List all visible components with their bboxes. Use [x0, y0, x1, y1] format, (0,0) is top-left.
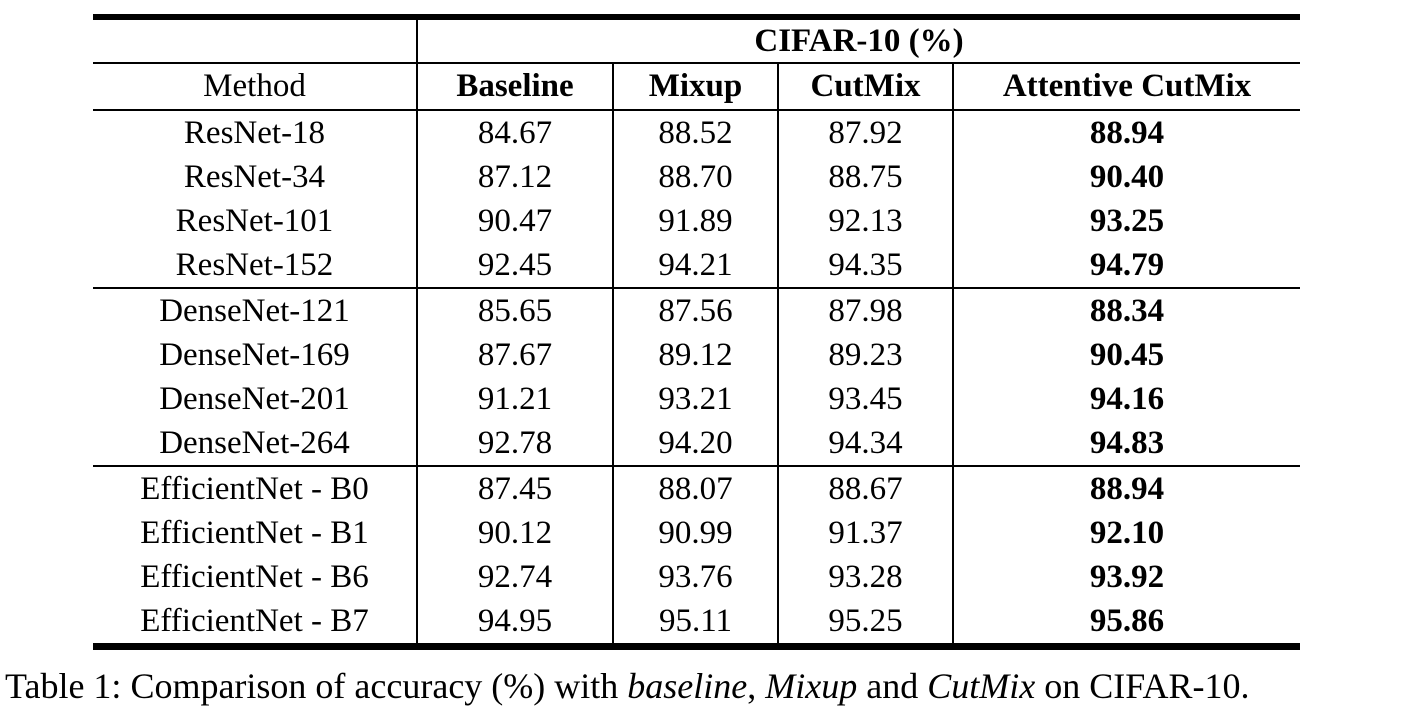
- mixup-cell: 94.20: [612, 421, 778, 467]
- attentive-cutmix-cell: 94.16: [951, 377, 1301, 421]
- mixup-cell: 91.89: [612, 199, 778, 243]
- baseline-cell: 92.74: [416, 555, 613, 599]
- method-cell: DenseNet-121: [159, 292, 350, 329]
- cutmix-cell: 87.98: [777, 288, 953, 333]
- col-header-baseline: Baseline: [416, 63, 613, 111]
- attentive-cutmix-cell: 90.45: [951, 333, 1301, 377]
- table-row: EfficientNet - B6 92.74 93.76 93.28 93.9…: [93, 555, 1301, 599]
- mixup-cell: 93.76: [612, 555, 778, 599]
- corner-cell: [93, 17, 417, 64]
- mixup-cell: 94.21: [612, 243, 778, 289]
- baseline-cell: 92.78: [416, 421, 613, 467]
- mixup-cell: 87.56: [612, 288, 778, 333]
- column-header-row: Method Baseline Mixup CutMix Attentive C…: [93, 63, 1301, 111]
- method-cell: EfficientNet - B7: [140, 602, 369, 639]
- accuracy-comparison-table: CIFAR-10 (%) Method Baseline Mixup CutMi…: [93, 14, 1301, 650]
- mixup-cell: 88.07: [612, 466, 778, 511]
- baseline-cell: 87.12: [416, 155, 613, 199]
- attentive-cutmix-cell: 88.34: [951, 288, 1301, 333]
- table-row: EfficientNet - B1 90.12 90.99 91.37 92.1…: [93, 511, 1301, 555]
- table-row: ResNet-101 90.47 91.89 92.13 93.25: [93, 199, 1301, 243]
- table-row: DenseNet-201 91.21 93.21 93.45 94.16: [93, 377, 1301, 421]
- method-cell: EfficientNet - B0: [140, 470, 369, 507]
- attentive-cutmix-cell: 95.86: [951, 599, 1301, 647]
- col-header-cutmix: CutMix: [777, 63, 953, 111]
- table-caption: Table 1: Comparison of accuracy (%) with…: [5, 664, 1423, 709]
- mixup-cell: 93.21: [612, 377, 778, 421]
- cutmix-cell: 95.25: [777, 599, 953, 647]
- baseline-cell: 90.12: [416, 511, 613, 555]
- baseline-cell: 87.45: [416, 466, 613, 511]
- table-row: DenseNet-169 87.67 89.12 89.23 90.45: [93, 333, 1301, 377]
- attentive-cutmix-cell: 94.79: [951, 243, 1301, 289]
- baseline-cell: 90.47: [416, 199, 613, 243]
- caption-separator: and: [857, 666, 928, 706]
- caption-italic-mixup: Mixup: [765, 666, 858, 706]
- table-row: ResNet-18 84.67 88.52 87.92 88.94: [93, 110, 1301, 155]
- col-header-method: Method: [93, 63, 417, 111]
- baseline-cell: 84.67: [416, 110, 613, 155]
- cutmix-cell: 88.75: [777, 155, 953, 199]
- method-cell: ResNet-152: [93, 243, 417, 289]
- attentive-cutmix-cell: 88.94: [951, 110, 1301, 155]
- col-header-mixup: Mixup: [612, 63, 778, 111]
- table-row: DenseNet-121 85.65 87.56 87.98 88.34: [93, 288, 1301, 333]
- table-row: DenseNet-264 92.78 94.20 94.34 94.83: [93, 421, 1301, 467]
- attentive-cutmix-cell: 88.94: [951, 466, 1301, 511]
- caption-text: on CIFAR-10.: [1035, 666, 1250, 706]
- span-header-row: CIFAR-10 (%): [93, 17, 1301, 64]
- attentive-cutmix-cell: 93.92: [951, 555, 1301, 599]
- table-row: ResNet-34 87.12 88.70 88.75 90.40: [93, 155, 1301, 199]
- method-cell: DenseNet-264: [93, 421, 417, 467]
- cutmix-cell: 93.45: [777, 377, 953, 421]
- table-row: EfficientNet - B7 94.95 95.11 95.25 95.8…: [93, 599, 1301, 647]
- cutmix-cell: 93.28: [777, 555, 953, 599]
- mixup-cell: 95.11: [612, 599, 778, 647]
- mixup-cell: 89.12: [612, 333, 778, 377]
- method-cell: ResNet-34: [183, 158, 326, 195]
- cutmix-cell: 89.23: [777, 333, 953, 377]
- attentive-cutmix-cell: 92.10: [951, 511, 1301, 555]
- cutmix-cell: 94.34: [777, 421, 953, 467]
- cutmix-cell: 88.67: [777, 466, 953, 511]
- mixup-cell: 90.99: [612, 511, 778, 555]
- mixup-cell: 88.52: [612, 110, 778, 155]
- method-cell: EfficientNet - B6: [140, 558, 369, 595]
- caption-separator: ,: [747, 666, 766, 706]
- cutmix-cell: 87.92: [777, 110, 953, 155]
- table-row: ResNet-152 92.45 94.21 94.35 94.79: [93, 243, 1301, 289]
- method-cell: ResNet-18: [183, 114, 326, 151]
- method-cell: DenseNet-169: [159, 336, 350, 373]
- mixup-cell: 88.70: [612, 155, 778, 199]
- attentive-cutmix-cell: 93.25: [951, 199, 1301, 243]
- col-header-attentive-cutmix: Attentive CutMix: [951, 63, 1301, 111]
- caption-text: Table 1: Comparison of accuracy (%) with: [5, 666, 628, 706]
- caption-italic-cutmix: CutMix: [927, 666, 1036, 706]
- caption-italic-baseline: baseline: [627, 666, 748, 706]
- baseline-cell: 92.45: [416, 243, 613, 289]
- cutmix-cell: 94.35: [777, 243, 953, 289]
- method-cell: EfficientNet - B1: [140, 514, 369, 551]
- baseline-cell: 91.21: [416, 377, 613, 421]
- cifar10-span-header: CIFAR-10 (%): [415, 17, 1301, 64]
- baseline-cell: 94.95: [416, 599, 613, 647]
- method-cell: DenseNet-201: [159, 380, 350, 417]
- method-cell: ResNet-101: [175, 202, 334, 239]
- baseline-cell: 85.65: [416, 288, 613, 333]
- cutmix-cell: 92.13: [777, 199, 953, 243]
- cutmix-cell: 91.37: [777, 511, 953, 555]
- attentive-cutmix-cell: 94.83: [951, 421, 1301, 467]
- attentive-cutmix-cell: 90.40: [951, 155, 1301, 199]
- table-row: EfficientNet - B0 87.45 88.07 88.67 88.9…: [93, 466, 1301, 511]
- baseline-cell: 87.67: [416, 333, 613, 377]
